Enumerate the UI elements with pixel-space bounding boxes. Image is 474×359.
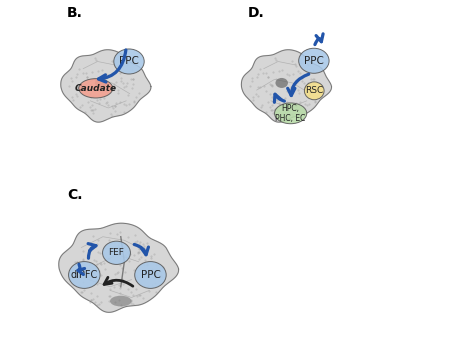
Text: C.: C.: [67, 188, 82, 202]
Text: HPC,
PHC, EC: HPC, PHC, EC: [275, 104, 306, 123]
FancyArrowPatch shape: [288, 74, 309, 95]
Polygon shape: [61, 50, 151, 122]
Ellipse shape: [114, 49, 144, 74]
Ellipse shape: [110, 296, 131, 307]
Ellipse shape: [135, 262, 166, 288]
Text: PPC: PPC: [119, 56, 139, 66]
FancyArrowPatch shape: [78, 264, 84, 275]
Ellipse shape: [79, 79, 113, 98]
FancyArrowPatch shape: [99, 50, 126, 82]
Text: FEF: FEF: [109, 248, 124, 257]
Ellipse shape: [102, 241, 130, 265]
Ellipse shape: [299, 48, 329, 73]
FancyArrowPatch shape: [88, 244, 96, 258]
Text: PPC: PPC: [140, 270, 160, 280]
Text: dlPFC: dlPFC: [71, 270, 98, 280]
Polygon shape: [241, 50, 331, 122]
Text: D.: D.: [248, 6, 264, 20]
FancyArrowPatch shape: [104, 277, 133, 286]
Polygon shape: [59, 223, 179, 312]
FancyArrowPatch shape: [274, 94, 284, 102]
Text: RSC: RSC: [305, 86, 323, 95]
Ellipse shape: [274, 103, 307, 124]
Text: PPC: PPC: [304, 56, 324, 66]
FancyArrowPatch shape: [315, 34, 323, 45]
Ellipse shape: [275, 78, 288, 88]
FancyArrowPatch shape: [134, 244, 148, 255]
Text: Caudate: Caudate: [75, 84, 117, 93]
Text: B.: B.: [67, 6, 83, 20]
Ellipse shape: [95, 78, 108, 88]
Ellipse shape: [69, 262, 100, 288]
Ellipse shape: [304, 82, 324, 100]
